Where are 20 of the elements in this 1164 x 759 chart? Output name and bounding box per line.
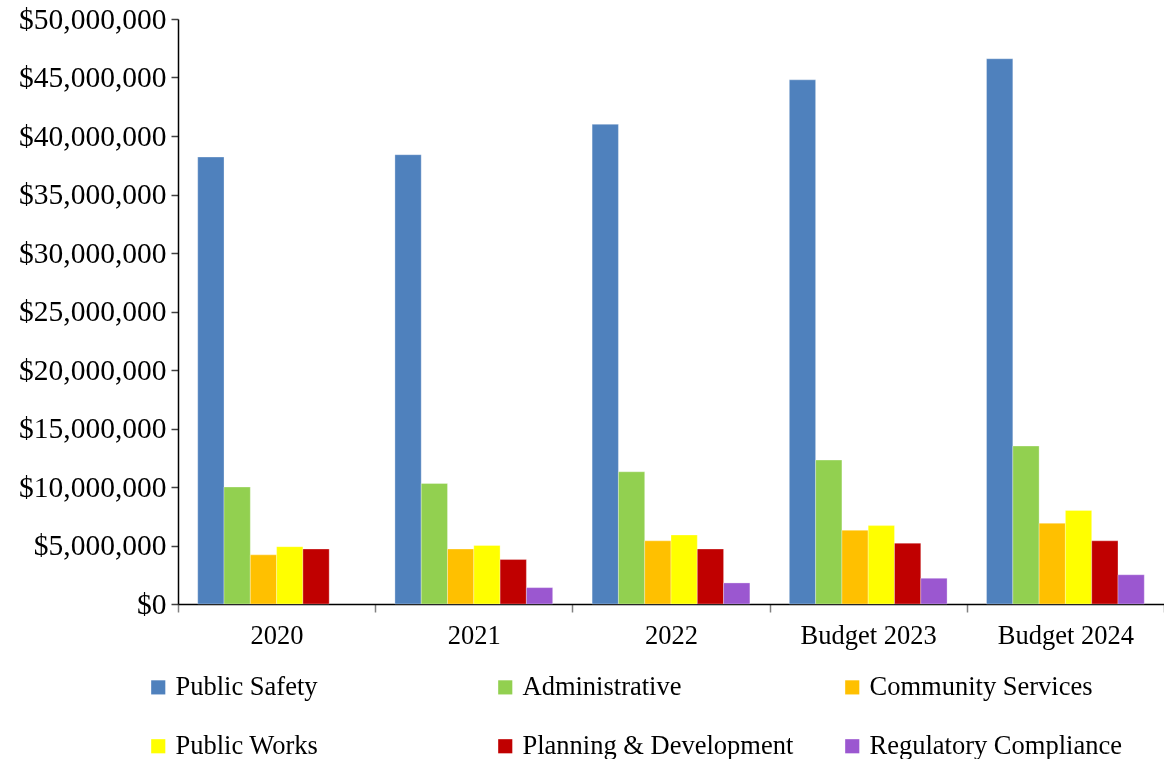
y-tick-label: $50,000,000 (19, 2, 167, 35)
y-tick-label: $30,000,000 (19, 236, 167, 269)
y-tick-label: $35,000,000 (19, 178, 167, 210)
y-tick-label: $5,000,000 (33, 529, 167, 561)
y-tick-label: $10,000,000 (19, 470, 167, 503)
x-tick-label: 2020 (250, 619, 304, 650)
legend-label: Community Services (869, 671, 1093, 702)
y-tick-label: $20,000,000 (19, 353, 167, 386)
y-tick-label: $40,000,000 (19, 119, 167, 152)
legend-label: Public Works (175, 730, 318, 759)
x-tick-label: 2022 (645, 619, 698, 650)
legend-label: Public Safety (175, 671, 319, 702)
x-tick-label: Budget 2024 (997, 619, 1134, 650)
legend-label: Administrative (522, 671, 682, 702)
x-tick-label: Budget 2023 (800, 619, 937, 650)
y-tick-label: $45,000,000 (19, 61, 167, 93)
y-tick-label: $15,000,000 (19, 412, 167, 444)
y-tick-label: $25,000,000 (19, 295, 167, 327)
y-tick-label: $0 (137, 587, 167, 620)
x-tick-label: 2021 (447, 619, 501, 650)
